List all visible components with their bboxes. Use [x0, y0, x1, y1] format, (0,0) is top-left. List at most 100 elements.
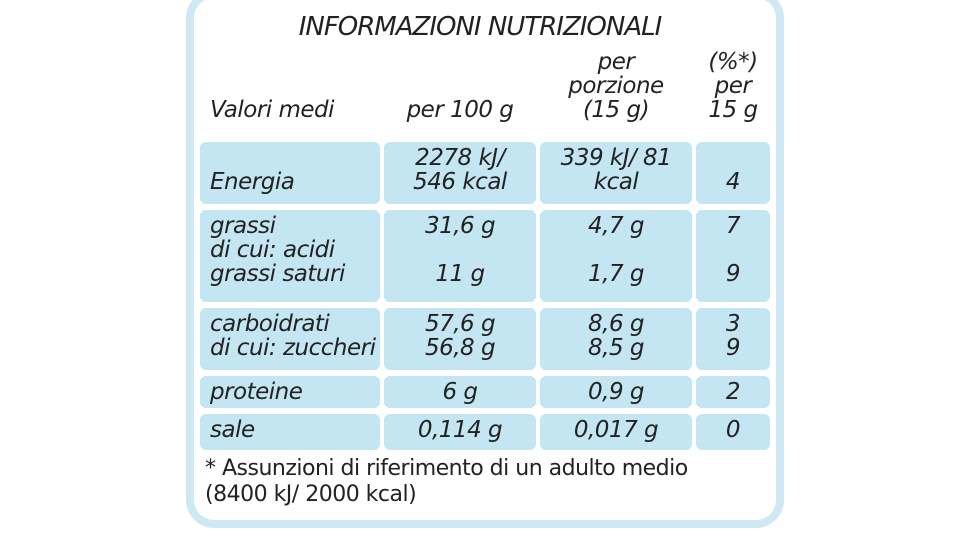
row-value: 339 kJ/ 81 kcal [540, 146, 692, 194]
cell-background [200, 414, 380, 450]
value-line: 1,7 g [588, 261, 645, 287]
cell-background [384, 210, 536, 302]
row-value: 57,6 g [384, 312, 536, 336]
header-line: per [714, 73, 752, 99]
row-value: 2 [696, 380, 770, 404]
cell-background [540, 376, 692, 408]
row-value: 0,9 g [540, 380, 692, 404]
cell-background [540, 142, 692, 204]
column-header: Valori medi [200, 98, 380, 122]
value-line: 56,8 g [424, 335, 496, 361]
row-value: 6 g [384, 380, 536, 404]
row-label: sale [200, 418, 380, 442]
value-line: 11 g [435, 261, 485, 287]
row-value: 56,8 g [384, 336, 536, 360]
row-label: Energia [200, 170, 380, 194]
cell-background [384, 142, 536, 204]
row-label: proteine [200, 380, 380, 404]
table-block: carboidrati 57,6 g 8,6 g 3 di cui: zuccheri 5… [200, 312, 770, 360]
row-value: 8,5 g [540, 336, 692, 360]
label-line: proteine [210, 379, 303, 405]
column-header: (%*) per 15 g [696, 50, 770, 122]
value-line: kcal [593, 169, 639, 195]
cell-background [384, 414, 536, 450]
value-line: 2 [725, 379, 741, 405]
value-line: 4 [725, 169, 741, 195]
header-line: 15 g [708, 97, 758, 123]
row-value: 3 [696, 312, 770, 336]
value-line: 0,017 g [573, 417, 659, 443]
header-line: (%*) [708, 49, 758, 75]
cell-background [696, 142, 770, 204]
header-line: Valori medi [210, 97, 335, 123]
label-line: carboidrati [210, 311, 330, 337]
cell-background [696, 376, 770, 408]
footnote-line: (8400 kJ/ 2000 kcal) [205, 482, 417, 507]
row-label: grassi [200, 214, 380, 238]
label-line: grassi [210, 213, 276, 239]
cell-background [696, 308, 770, 370]
row-value: 7 [696, 214, 770, 238]
value-line: 6 g [442, 379, 478, 405]
cell-background [696, 414, 770, 450]
row-value: 11 g [384, 262, 536, 286]
table-block: proteine 6 g 0,9 g 2 [200, 380, 770, 404]
column-header: per porzione (15 g) [540, 50, 692, 122]
value-line: 0,114 g [417, 417, 503, 443]
value-line: 0,9 g [588, 379, 645, 405]
row-value: 0,017 g [540, 418, 692, 442]
value-line: 9 [725, 261, 741, 287]
value-line: 4,7 g [588, 213, 645, 239]
cell-background [200, 142, 380, 204]
cell-background [200, 308, 380, 370]
value-line: 7 [725, 213, 741, 239]
header-row: Valori medi per 100 g per porzione (15 g) (%*… [200, 50, 770, 122]
label-line: sale [210, 417, 255, 443]
row-value: 9 [696, 262, 770, 286]
footnote: * Assunzioni di riferimento di un adulto… [205, 456, 688, 508]
cell-background [384, 376, 536, 408]
cell-background [200, 210, 380, 302]
row-value: 4,7 g [540, 214, 692, 238]
cell-background [384, 308, 536, 370]
value-line: 9 [725, 335, 741, 361]
value-line: 546 kcal [413, 169, 507, 195]
value-line: 8,5 g [588, 335, 645, 361]
label-line: grassi saturi [210, 261, 345, 287]
row-label: di cui: acidi grassi saturi [200, 238, 380, 286]
row-value: 8,6 g [540, 312, 692, 336]
header-line: porzione [568, 73, 664, 99]
header-line: per 100 g [406, 97, 514, 123]
row-label: di cui: zuccheri [200, 336, 380, 360]
label-line: di cui: zuccheri [210, 335, 376, 361]
table-block: grassi 31,6 g 4,7 g 7 di cui: acidi grassi sa… [200, 214, 770, 286]
label-line: Energia [210, 169, 295, 195]
value-line: 3 [725, 311, 741, 337]
cell-background [540, 308, 692, 370]
cell-background [540, 414, 692, 450]
row-value: 9 [696, 336, 770, 360]
cell-background [200, 376, 380, 408]
value-line: 57,6 g [424, 311, 496, 337]
row-value: 0 [696, 418, 770, 442]
value-line: 0 [725, 417, 741, 443]
header-line: per [597, 49, 635, 75]
value-line: 8,6 g [588, 311, 645, 337]
cell-background [696, 210, 770, 302]
value-line: 31,6 g [424, 213, 496, 239]
header-line: (15 g) [582, 97, 650, 123]
column-header: per 100 g [384, 98, 536, 122]
row-value: 2278 kJ/546 kcal [384, 146, 536, 194]
row-value: 4 [696, 170, 770, 194]
table-block: sale 0,114 g 0,017 g 0 [200, 418, 770, 442]
label-line: di cui: acidi [210, 237, 335, 263]
table-block: Energia 2278 kJ/546 kcal 339 kJ/ 81 kcal 4 [200, 146, 770, 194]
title: INFORMAZIONI NUTRIZIONALI [298, 12, 663, 42]
row-label: carboidrati [200, 312, 380, 336]
footnote-line: * Assunzioni di riferimento di un adulto… [205, 456, 688, 481]
value-line: 2278 kJ/ [415, 145, 505, 171]
value-line: 339 kJ/ 81 [560, 145, 672, 171]
row-value: 0,114 g [384, 418, 536, 442]
row-value: 1,7 g [540, 262, 692, 286]
